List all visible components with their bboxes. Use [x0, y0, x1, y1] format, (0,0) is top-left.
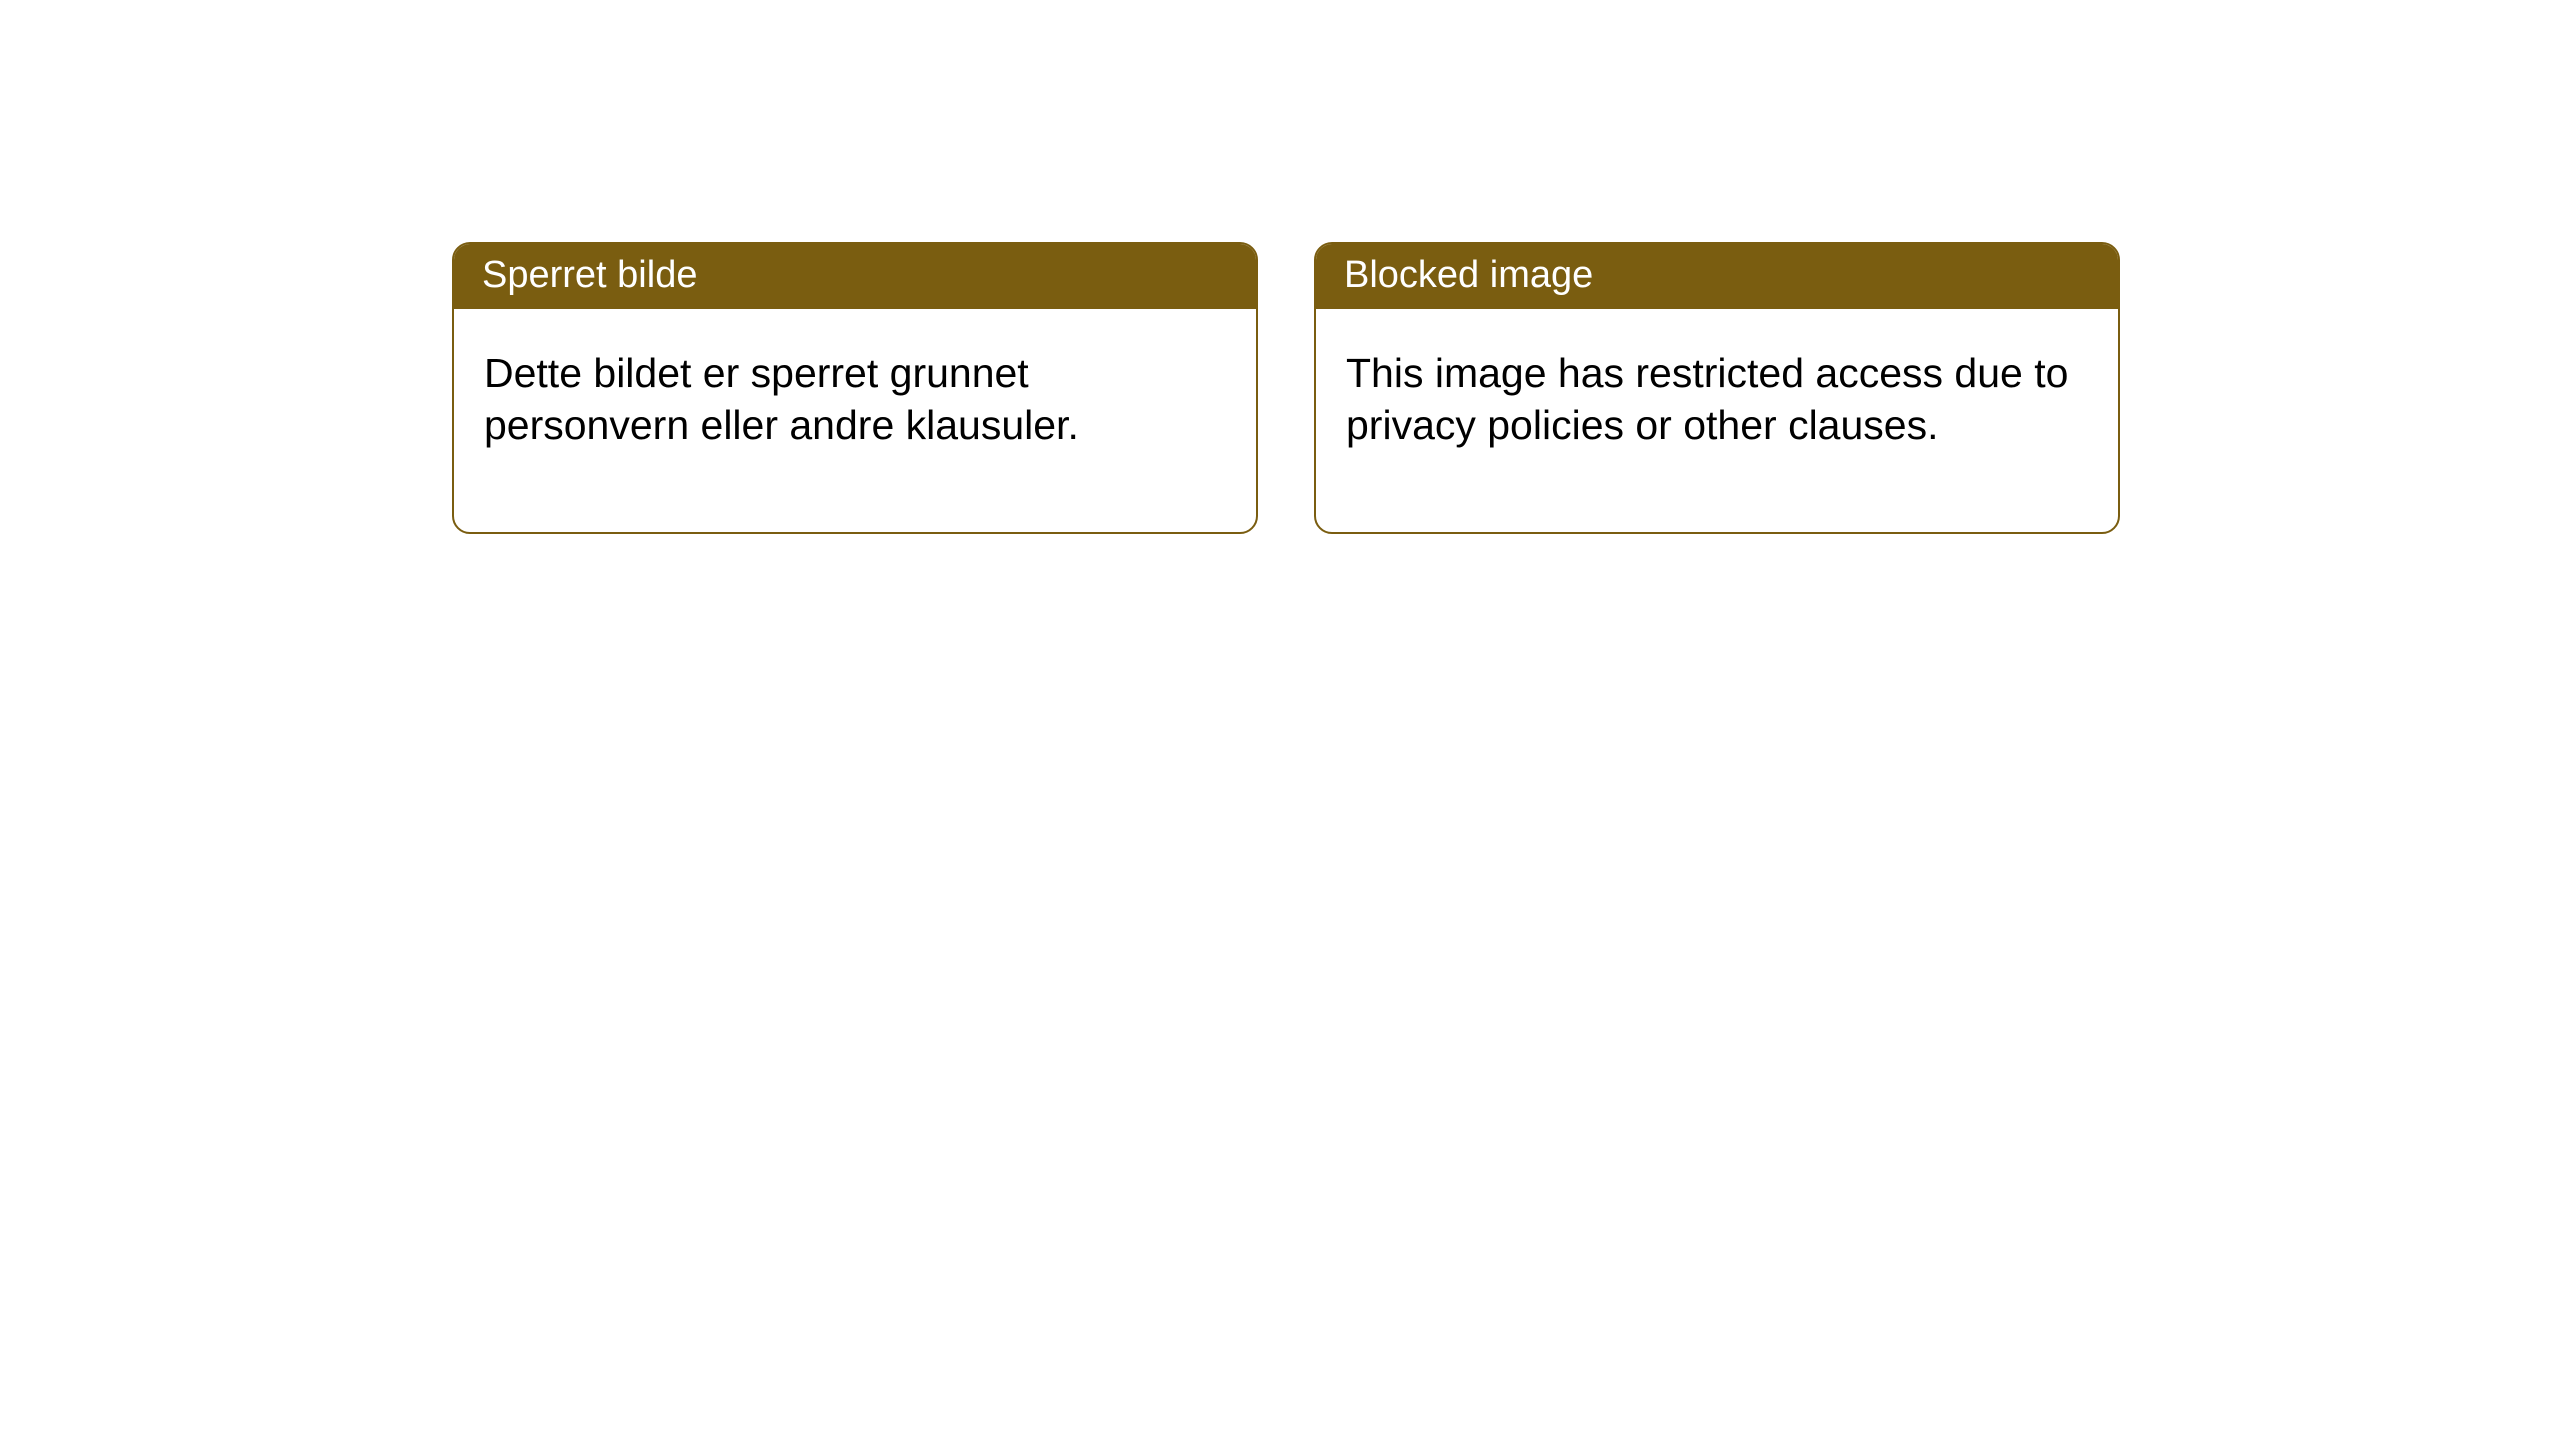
blocked-image-box-en: Blocked image This image has restricted …	[1314, 242, 2120, 534]
blocked-image-title-en: Blocked image	[1316, 244, 2118, 309]
blocked-image-title-no: Sperret bilde	[454, 244, 1256, 309]
message-container: Sperret bilde Dette bildet er sperret gr…	[0, 0, 2560, 534]
blocked-image-body-en: This image has restricted access due to …	[1316, 309, 2118, 494]
blocked-image-box-no: Sperret bilde Dette bildet er sperret gr…	[452, 242, 1258, 534]
blocked-image-body-no: Dette bildet er sperret grunnet personve…	[454, 309, 1256, 532]
